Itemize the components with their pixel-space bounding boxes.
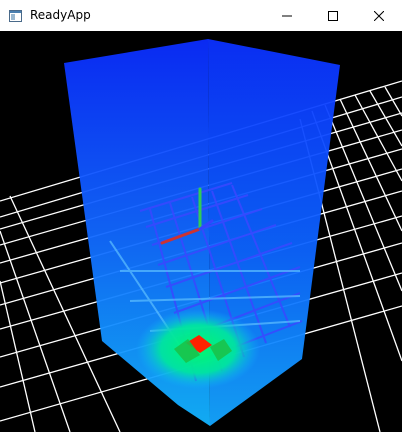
close-icon [374,10,384,21]
axes-gizmo [160,187,214,245]
window-title: ReadyApp [30,8,91,22]
minimize-button[interactable] [264,0,310,31]
minimize-icon [282,15,292,16]
close-button[interactable] [356,0,402,31]
title-bar[interactable]: ReadyApp [0,0,402,31]
3d-viewport[interactable] [0,31,402,432]
app-window-icon [9,9,22,22]
hotspot [136,309,260,389]
maximize-button[interactable] [310,0,356,31]
maximize-icon [328,10,338,21]
